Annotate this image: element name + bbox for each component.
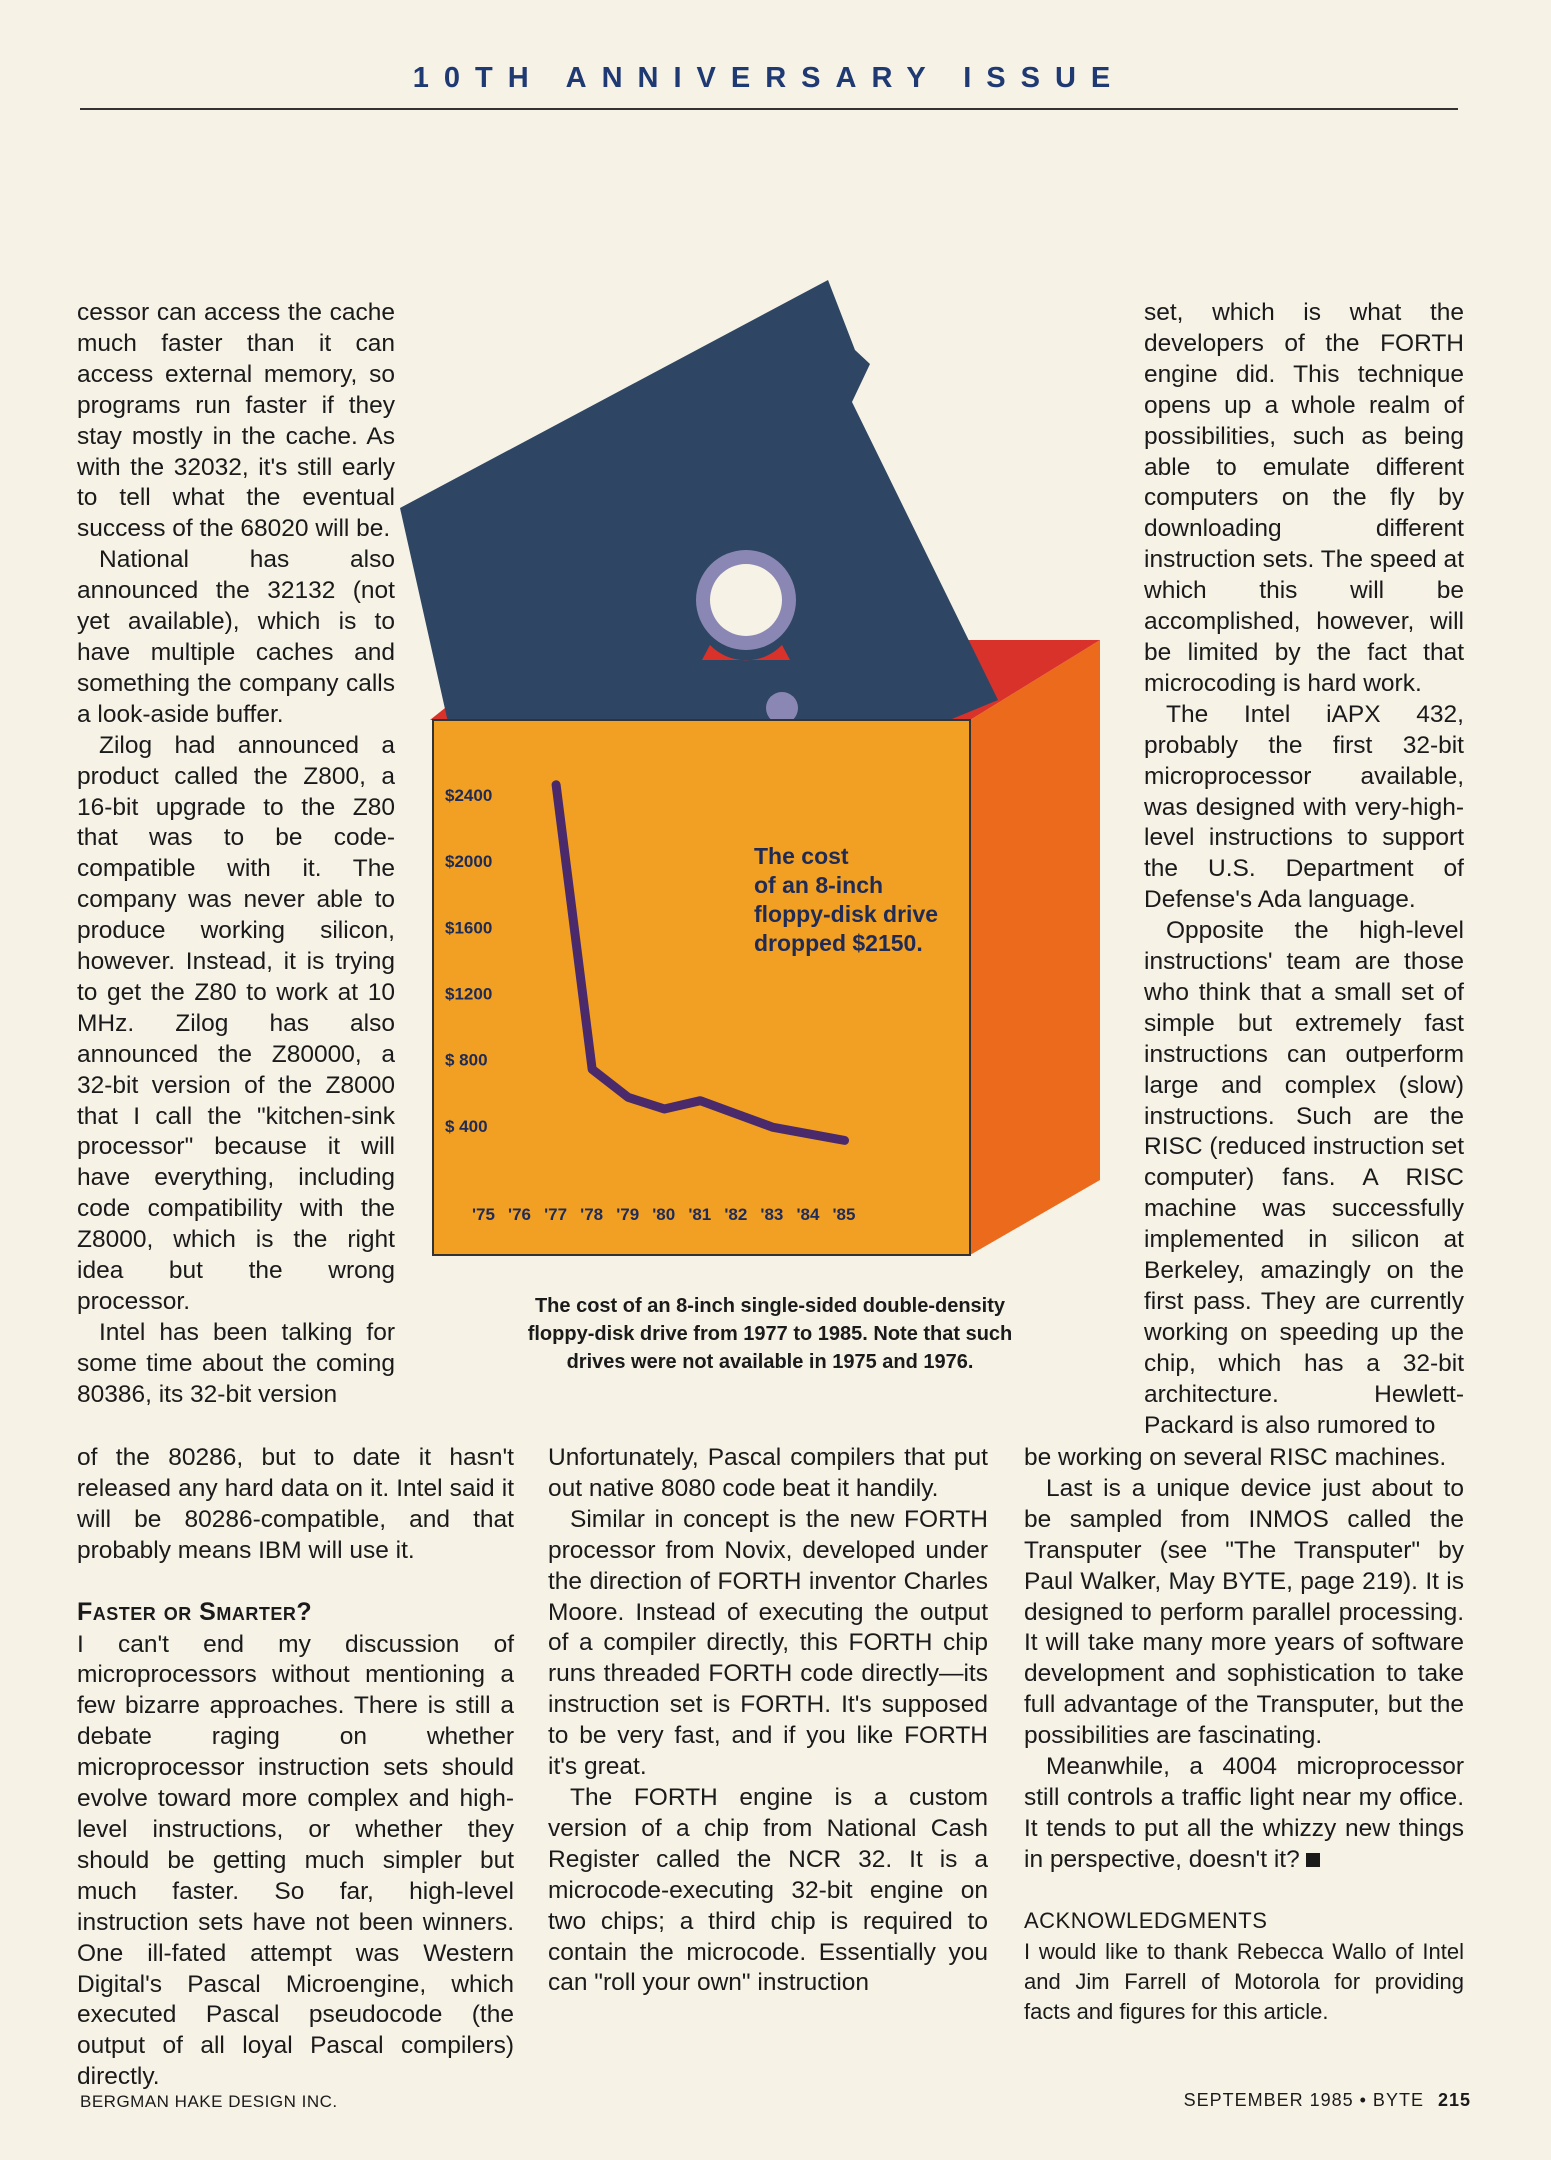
paragraph: Similar in concept is the new FORTH proc…: [548, 1505, 988, 1781]
x-tick-label: '79: [616, 1205, 639, 1224]
paragraph: Intel has been talking for some time abo…: [77, 1318, 395, 1408]
acknowledgments-text: I would like to thank Rebecca Wallo of I…: [1024, 1938, 1464, 2024]
floppy-chart-illustration: $2400 $2000 $1600 $1200 $ 800 $ 400 '75 '76 '77 '…: [400, 280, 1100, 1256]
paragraph: of the 80286, but to date it hasn't rele…: [77, 1444, 514, 1564]
paragraph: The Intel iAPX 432, probably the first 3…: [1144, 700, 1464, 914]
x-tick-label: '84: [796, 1205, 819, 1224]
middle-column: Unfortunately, Pascal compilers that put…: [548, 1443, 988, 1999]
y-tick-label: $1200: [445, 985, 492, 1004]
x-tick-label: '82: [724, 1205, 747, 1224]
y-tick-label: $1600: [445, 918, 492, 937]
right-column-upper: set, which is what the developers of the…: [1144, 298, 1464, 1442]
page-number: 215: [1437, 2090, 1471, 2110]
paragraph: National has also announced the 32132 (n…: [77, 546, 395, 728]
footer-folio: SEPTEMBER 1985 • BYTE 215: [1184, 2090, 1471, 2111]
box-front-panel: [432, 719, 971, 1256]
paragraph: Last is a unique device just about to be…: [1024, 1474, 1464, 1750]
left-column-upper: cessor can access the cache much faster …: [77, 298, 395, 1411]
figure-caption: The cost of an 8-inch single-sided doubl…: [527, 1295, 1013, 1373]
y-tick-label: $2000: [445, 852, 492, 871]
x-tick-label: '77: [544, 1205, 567, 1224]
y-tick-label: $ 800: [445, 1051, 488, 1070]
footer-credit: BERGMAN HAKE DESIGN INC.: [80, 2092, 338, 2111]
paragraph: set, which is what the developers of the…: [1144, 299, 1464, 697]
chart-annotation: The cost of an 8-inch floppy-disk drive …: [754, 843, 944, 956]
x-tick-label: '85: [833, 1205, 856, 1224]
footer-issue: SEPTEMBER 1985 • BYTE: [1183, 2090, 1424, 2110]
paragraph-text: Meanwhile, a 4004 microprocessor still c…: [1024, 1753, 1464, 1873]
paragraph: be working on several RISC machines.: [1024, 1444, 1447, 1471]
right-column-lower: be working on several RISC machines. Las…: [1024, 1443, 1464, 2027]
section-heading: Faster or Smarter?: [77, 1597, 313, 1626]
chart-area: $2400 $2000 $1600 $1200 $ 800 $ 400 '75 '76 '77 '…: [445, 780, 856, 1224]
left-column-lower: of the 80286, but to date it hasn't rele…: [77, 1443, 514, 2093]
paragraph: I can't end my discussion of microproces…: [77, 1630, 514, 2091]
box-side-panel: [970, 640, 1100, 1255]
x-tick-label: '83: [760, 1205, 783, 1224]
paragraph: Unfortunately, Pascal compilers that put…: [548, 1444, 988, 1502]
acknowledgments-heading: ACKNOWLEDGMENTS: [1024, 1907, 1268, 1933]
paragraph: Meanwhile, a 4004 microprocessor still c…: [1024, 1752, 1464, 1876]
paragraph: Zilog had announced a product called the…: [77, 731, 395, 1315]
x-tick-label: '80: [652, 1205, 675, 1224]
y-tick-label: $2400: [445, 786, 492, 805]
end-mark-icon: [1305, 1852, 1320, 1867]
paragraph: The FORTH engine is a custom version of …: [548, 1783, 988, 1997]
y-tick-label: $ 400: [445, 1117, 488, 1136]
paragraph: cessor can access the cache much faster …: [77, 299, 395, 543]
x-tick-label: '75: [472, 1205, 495, 1224]
x-tick-label: '78: [580, 1205, 603, 1224]
paragraph: Opposite the high-level instructions' te…: [1144, 917, 1464, 1439]
header-rule: [80, 108, 1458, 110]
x-tick-label: '81: [688, 1205, 711, 1224]
running-header: 10TH ANNIVERSARY ISSUE: [412, 62, 1126, 94]
x-tick-label: '76: [508, 1205, 531, 1224]
